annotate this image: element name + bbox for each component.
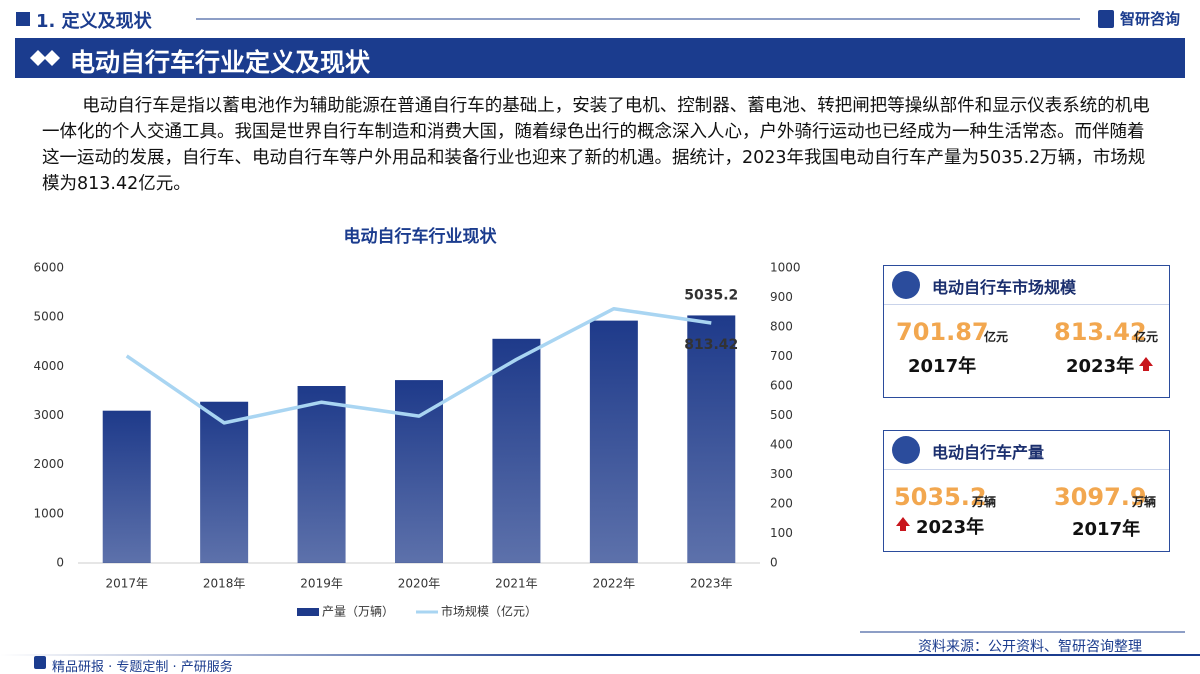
chart-title: 电动自行车行业现状 — [344, 226, 498, 247]
card-rule — [884, 304, 1169, 305]
stat-value: 3097.9 — [1054, 483, 1147, 511]
plot: 0 1000 2000 3000 4000 5000 6000 0 100 200 300 400 50… — [33, 261, 800, 619]
bar — [102, 410, 151, 563]
x-tick-label: 2018年 — [203, 577, 246, 591]
x-tick-label: 2020年 — [398, 577, 441, 591]
y2-tick-label: 0 — [770, 556, 778, 570]
y-tick-label: 2000 — [33, 457, 64, 471]
stat-unit: 万辆 — [1132, 495, 1157, 509]
banner-icon — [30, 50, 60, 66]
y-tick-label: 3000 — [33, 408, 64, 422]
bar — [200, 401, 249, 563]
data-label: 813.42 — [684, 337, 738, 353]
x-tick-label: 2022年 — [593, 577, 636, 591]
bar — [589, 320, 638, 563]
y2-tick-label: 700 — [770, 349, 793, 363]
up-arrow — [896, 517, 910, 531]
y2-tick-label: 500 — [770, 408, 793, 422]
data-label: 5035.2 — [684, 287, 738, 303]
y2-tick-label: 400 — [770, 438, 793, 452]
line — [125, 306, 712, 425]
stat-year: 2017年 — [908, 356, 977, 377]
legend-label: 市场规模（亿元） — [441, 604, 537, 619]
source: 资料来源：公开资料、智研咨询整理 — [918, 639, 1142, 655]
card-title: 电动自行车市场规模 — [932, 278, 1077, 297]
y2-tick-label: 600 — [770, 379, 793, 393]
banner — [15, 38, 1185, 78]
y2-tick-label: 800 — [770, 320, 793, 334]
legend-label: 产量（万辆） — [322, 605, 394, 619]
x-tick-label: 2023年 — [690, 577, 733, 591]
stat-card: 电动自行车产量 5035.2 万辆 2023年 3097.9 万辆 2017年 — [883, 430, 1170, 552]
stat-unit: 万辆 — [972, 495, 997, 509]
x-tick-label: 2019年 — [300, 577, 343, 591]
section-title: 1. 定义及现状 — [36, 11, 152, 32]
card-icon — [892, 436, 920, 464]
stat-unit: 亿元 — [1134, 330, 1159, 344]
logo-icon — [1098, 10, 1114, 28]
card-rule — [884, 469, 1169, 470]
banner-title: 电动自行车行业定义及现状 — [70, 48, 371, 77]
x-tick-label: 2017年 — [105, 577, 148, 591]
bar — [492, 338, 541, 563]
y2-tick-label: 100 — [770, 526, 793, 540]
stat-unit: 亿元 — [984, 330, 1009, 344]
y-tick-label: 5000 — [33, 310, 64, 324]
stat-year: 2023年 — [916, 517, 985, 538]
bar — [687, 315, 736, 563]
stat-value: 5035.2 — [894, 483, 987, 511]
legend-swatch — [297, 608, 319, 616]
footer-services: 精品研报 · 专题定制 · 产研服务 — [52, 660, 233, 674]
footer-icon — [34, 656, 46, 669]
y-tick-label: 6000 — [33, 261, 64, 275]
y2-tick-label: 1000 — [770, 261, 801, 275]
intro-paragraph: 电动自行车是指以蓄电池作为辅助能源在普通自行车的基础上，安装了电机、控制器、蓄电… — [42, 96, 1150, 194]
stat-value: 813.42 — [1054, 318, 1147, 346]
card-title: 电动自行车产量 — [932, 443, 1045, 462]
bar — [395, 380, 443, 563]
y-tick-label: 4000 — [33, 359, 64, 373]
y2-tick-label: 300 — [770, 467, 793, 481]
up-arrow — [1139, 357, 1153, 371]
card-icon — [892, 271, 920, 299]
y-tick-label: 0 — [56, 556, 64, 570]
footer-rule — [0, 654, 1200, 656]
logo-text: 智研咨询 — [1120, 10, 1181, 28]
stat-year: 2023年 — [1066, 356, 1135, 377]
stat-value: 701.87 — [896, 318, 989, 346]
y2-tick-label: 900 — [770, 290, 793, 304]
x-tick-label: 2021年 — [495, 577, 538, 591]
y2-tick-label: 200 — [770, 497, 793, 511]
y-tick-label: 1000 — [33, 506, 64, 520]
bar — [297, 386, 346, 563]
section-marker — [16, 12, 30, 26]
stat-year: 2017年 — [1072, 519, 1141, 540]
stat-card: 电动自行车市场规模 701.87 亿元 2017年 813.42 亿元 2023… — [883, 265, 1170, 398]
